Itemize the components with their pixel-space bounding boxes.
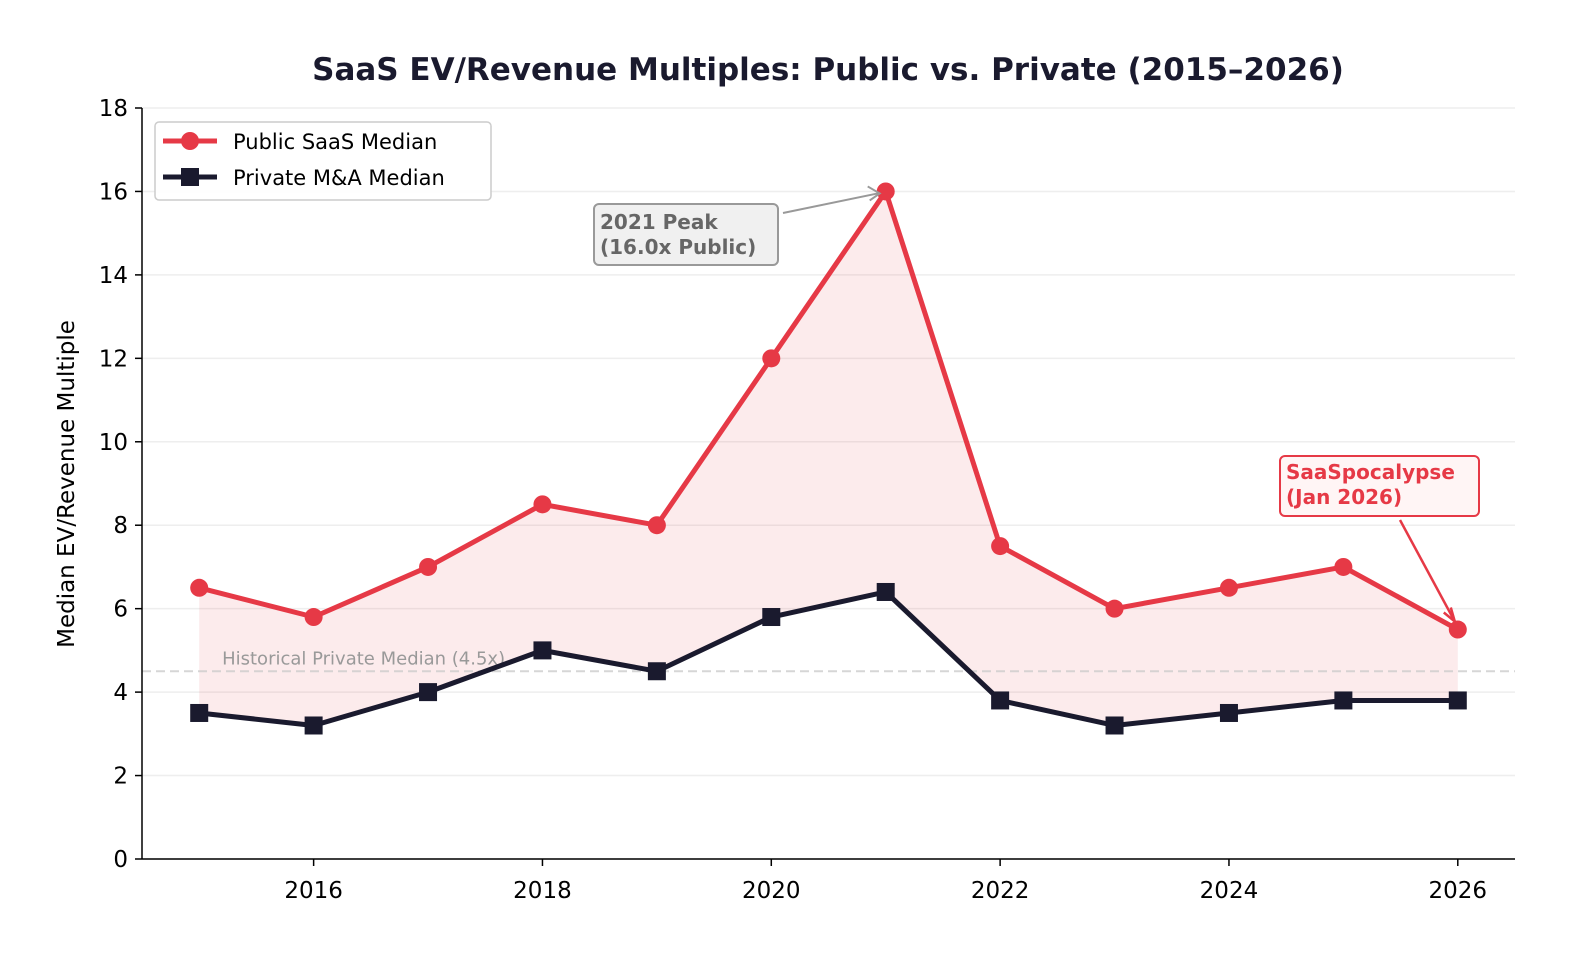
x-tick-label: 2016 <box>284 878 343 904</box>
annotation-text: (Jan 2026) <box>1286 485 1402 509</box>
x-tick-label: 2022 <box>971 878 1030 904</box>
y-tick-label: 12 <box>99 346 128 372</box>
data-point <box>419 557 438 576</box>
data-point <box>1219 703 1238 722</box>
y-tick-label: 6 <box>113 597 128 623</box>
data-point <box>762 608 781 627</box>
data-point <box>647 516 666 535</box>
y-tick-label: 14 <box>99 263 128 289</box>
data-point <box>304 716 323 735</box>
y-tick-label: 16 <box>99 179 128 205</box>
x-tick-label: 2018 <box>513 878 572 904</box>
data-point <box>1105 716 1124 735</box>
fill-between-area <box>199 191 1458 726</box>
data-point <box>190 703 209 722</box>
data-point <box>1105 599 1124 618</box>
chart-title: SaaS EV/Revenue Multiples: Public vs. Pr… <box>312 52 1344 88</box>
data-point <box>1219 578 1238 597</box>
data-point <box>1448 691 1467 710</box>
data-point <box>647 662 666 681</box>
data-point <box>876 582 895 601</box>
annotation-text: (16.0x Public) <box>600 235 756 259</box>
data-point <box>991 691 1010 710</box>
series-line-1 <box>198 589 1458 728</box>
y-tick-label: 18 <box>99 96 128 122</box>
data-point <box>190 578 209 597</box>
annotation-text: SaaSpocalypse <box>1286 460 1455 484</box>
annotation-box <box>1279 455 1480 517</box>
y-tick-label: 2 <box>113 764 128 790</box>
legend-label: Private M&A Median <box>233 166 445 190</box>
legend-marker <box>181 168 199 186</box>
data-point <box>762 349 781 368</box>
series-line-0 <box>198 188 1459 632</box>
reference-line-label: Historical Private Median (4.5x) <box>222 648 505 669</box>
annotation-arrow <box>1398 519 1456 623</box>
y-axis-label: Median EV/Revenue Multiple <box>54 320 80 648</box>
x-tick-label: 2026 <box>1429 878 1488 904</box>
legend-box <box>154 121 492 201</box>
annotation-arrowhead <box>1442 607 1458 626</box>
y-tick-label: 10 <box>99 430 128 456</box>
annotation-arrow <box>782 192 878 214</box>
x-tick-label: 2024 <box>1200 878 1259 904</box>
data-point <box>533 641 552 660</box>
legend-label: Public SaaS Median <box>233 130 437 154</box>
data-point <box>304 608 323 627</box>
data-point <box>419 683 438 702</box>
data-point <box>1334 691 1353 710</box>
annotation-box <box>593 203 779 266</box>
legend-marker <box>181 132 199 150</box>
annotation-arrowhead <box>867 185 882 202</box>
data-point <box>533 495 552 514</box>
y-tick-label: 0 <box>113 847 128 873</box>
y-tick-label: 8 <box>113 513 128 539</box>
data-point <box>991 537 1010 556</box>
data-point <box>1334 557 1353 576</box>
data-point <box>876 182 895 201</box>
annotation-text: 2021 Peak <box>600 210 718 234</box>
x-tick-label: 2020 <box>742 878 801 904</box>
y-tick-label: 4 <box>113 680 128 706</box>
data-point <box>1448 620 1467 639</box>
